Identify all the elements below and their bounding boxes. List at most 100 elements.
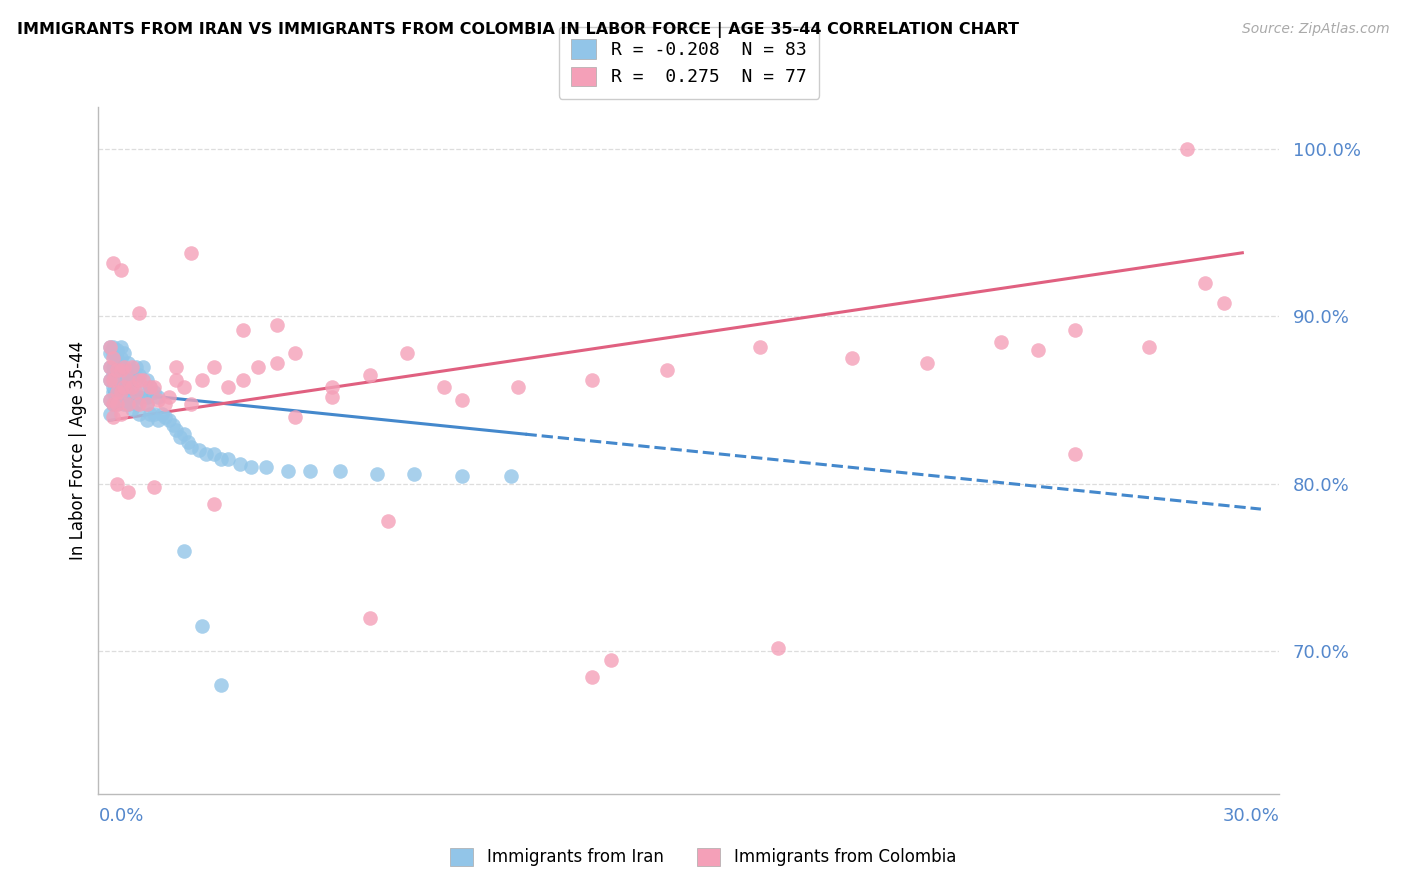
Point [766,641,789,656]
Point [124,396,146,410]
Point [103,340,125,354]
Point [103,380,125,394]
Point [239,460,262,475]
Point [139,380,162,394]
Point [128,373,150,387]
Point [202,497,225,511]
Point [124,384,146,399]
Point [162,418,184,433]
Point [135,390,157,404]
Point [98,393,121,408]
Point [284,409,307,424]
Point [176,435,198,450]
Point [128,390,150,404]
Point [143,384,166,399]
Point [254,460,277,475]
Point [180,440,202,454]
Legend: Immigrants from Iran, Immigrants from Colombia: Immigrants from Iran, Immigrants from Co… [443,841,963,873]
Point [173,544,195,558]
Point [98,373,121,387]
Point [117,384,139,399]
Point [395,346,418,360]
Point [169,430,191,444]
Point [112,396,135,410]
Point [202,447,225,461]
Point [1175,142,1198,156]
Point [359,611,381,625]
Point [1064,323,1087,337]
Point [209,451,232,466]
Point [128,368,150,382]
Point [110,340,132,354]
Point [143,480,166,494]
Point [247,359,270,374]
Point [191,619,214,633]
Point [112,346,135,360]
Point [103,346,125,360]
Point [112,380,135,394]
Point [135,396,157,410]
Y-axis label: In Labor Force | Age 35-44: In Labor Force | Age 35-44 [69,341,87,560]
Point [217,451,239,466]
Point [117,363,139,377]
Point [121,359,143,374]
Point [139,407,162,421]
Point [1026,343,1049,357]
Point [105,373,128,387]
Point [105,396,128,410]
Point [135,396,157,410]
Point [191,373,214,387]
Point [105,384,128,399]
Point [299,464,322,478]
Point [139,380,162,394]
Point [135,373,157,387]
Point [195,447,218,461]
Point [105,380,128,394]
Point [103,256,125,270]
Point [98,359,121,374]
Point [165,359,187,374]
Point [110,407,132,421]
Point [187,443,209,458]
Point [121,363,143,377]
Point [103,368,125,382]
Point [132,373,155,387]
Point [748,340,770,354]
Point [128,396,150,410]
Point [143,380,166,394]
Point [277,464,299,478]
Point [98,340,121,354]
Point [110,393,132,408]
Point [915,356,938,370]
Point [98,393,121,408]
Point [165,423,187,437]
Point [157,413,180,427]
Point [266,318,288,332]
Point [451,468,474,483]
Point [180,245,202,260]
Point [228,457,250,471]
Point [110,384,132,399]
Point [209,678,232,692]
Point [1064,447,1087,461]
Point [112,380,135,394]
Point [1139,340,1161,354]
Point [132,384,155,399]
Point [180,396,202,410]
Text: IMMIGRANTS FROM IRAN VS IMMIGRANTS FROM COLOMBIA IN LABOR FORCE | AGE 35-44 CORR: IMMIGRANTS FROM IRAN VS IMMIGRANTS FROM … [17,22,1019,38]
Point [155,396,177,410]
Point [105,477,128,491]
Point [150,407,173,421]
Point [121,401,143,416]
Point [232,323,254,337]
Point [655,363,678,377]
Point [135,413,157,427]
Point [105,363,128,377]
Point [105,343,128,357]
Point [98,373,121,387]
Point [98,407,121,421]
Point [143,407,166,421]
Point [121,380,143,394]
Point [217,380,239,394]
Point [499,468,522,483]
